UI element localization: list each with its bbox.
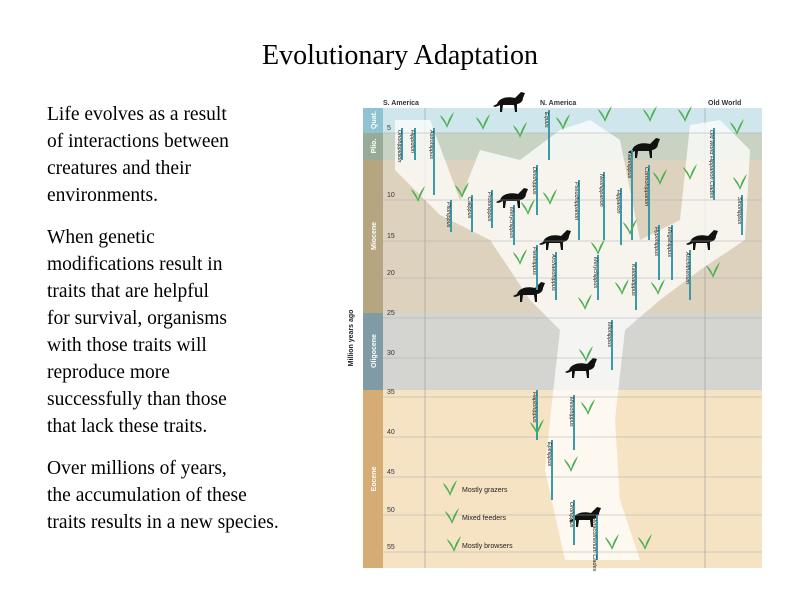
- text-line: creatures and their: [47, 158, 192, 179]
- genus-label: Calippus: [466, 197, 472, 219]
- axis-label: Million years ago: [348, 310, 355, 367]
- text-line: reproduce more: [47, 362, 170, 383]
- tick-label: 30: [387, 350, 395, 357]
- paragraph: Life evolves as a result of interactions …: [47, 101, 279, 209]
- genus-label: Archaeohippus: [550, 253, 556, 291]
- legend-label: Mixed feeders: [462, 515, 506, 522]
- text-line: the accumulation of these: [47, 485, 247, 506]
- genus-label: Sinohippus: [736, 197, 742, 224]
- tick-label: 5: [387, 125, 391, 132]
- genus-label: Protohippus: [486, 192, 492, 222]
- genus-label: Mesohippus: [568, 397, 574, 427]
- legend-label: Mostly browsers: [462, 543, 513, 550]
- epoch-label: Eocene: [371, 466, 378, 491]
- genus-label: Onohippidion: [396, 130, 402, 162]
- tick-label: 55: [387, 544, 395, 551]
- text-line: Life evolves as a result: [47, 104, 227, 125]
- region-label: S. America: [383, 100, 419, 107]
- genus-label: Kalobatippus: [630, 264, 636, 296]
- genus-label: Astrohippus: [428, 129, 434, 159]
- strip: [363, 390, 383, 568]
- genus-label: Hipparion: [615, 190, 621, 214]
- genus-label: Anchitherium: [684, 251, 690, 285]
- genus-label: Neohipparion: [598, 174, 604, 207]
- text-line: Over millions of years,: [47, 458, 227, 479]
- genus-label: Orohippus: [568, 502, 574, 528]
- genus-label: Pliohippus: [445, 202, 451, 228]
- text-line: of interactions between: [47, 131, 229, 152]
- genus-label: Hypohippus: [653, 227, 659, 256]
- genus-label: Hippidion: [409, 130, 415, 153]
- text-line: that lack these traits.: [47, 416, 208, 437]
- text-line: When genetic: [47, 227, 155, 248]
- phylogeny-shape: [395, 120, 750, 560]
- genus-label: Old World Hipparion Clades: [708, 130, 714, 198]
- genus-label: Equus: [543, 112, 549, 128]
- slide-title: Evolutionary Adaptation: [261, 40, 539, 71]
- genus-label: Parahippus: [531, 247, 537, 275]
- genus-label: Epihippus: [546, 442, 552, 466]
- text-line: traits results in a new species.: [47, 512, 279, 533]
- epoch-label: Miocene: [371, 222, 378, 250]
- tick-label: 10: [387, 192, 395, 199]
- tick-label: 25: [387, 310, 395, 317]
- strip: [363, 160, 383, 313]
- tick-label: 40: [387, 429, 395, 436]
- genus-label: Cormohipparion: [643, 167, 649, 206]
- text-line: traits that are helpful: [47, 281, 209, 302]
- epoch-label: Oligocene: [371, 334, 378, 368]
- region-label: Old World: [708, 100, 741, 107]
- body-text: Life evolves as a result of interactions …: [47, 101, 279, 551]
- tick-label: 50: [387, 507, 395, 514]
- epoch-label: Quat.: [371, 111, 378, 129]
- text-line: successfully than those: [47, 389, 227, 410]
- genus-label: Miohippus: [606, 322, 612, 347]
- text-line: modifications result in: [47, 254, 223, 275]
- legend-label: Mostly grazers: [462, 487, 508, 494]
- tick-label: 15: [387, 233, 395, 240]
- tick-label: 20: [387, 270, 395, 277]
- epoch-label: Plio.: [371, 139, 378, 154]
- genus-label: Merychippus: [592, 257, 598, 288]
- text-line: environments.: [47, 185, 159, 206]
- tick-label: 35: [387, 389, 395, 396]
- genus-label: Nannippus: [626, 152, 632, 179]
- genus-label: Hyracotherium Clades: [591, 517, 597, 572]
- genus-label: Pseudhipparion: [573, 182, 579, 220]
- region-label: N. America: [540, 100, 576, 107]
- text-line: with those traits will: [47, 335, 207, 356]
- genus-label: Haplohippus: [531, 392, 537, 423]
- paragraph: When genetic modifications result in trait…: [47, 224, 279, 440]
- genus-label: Merychippus: [508, 207, 514, 238]
- paragraph: Over millions of years, the accumulation …: [47, 455, 279, 536]
- text-line: for survival, organisms: [47, 308, 227, 329]
- strip: [363, 133, 383, 160]
- genus-label: Dinohippus: [531, 167, 537, 195]
- genus-label: Megahippus: [666, 227, 672, 257]
- tick-label: 45: [387, 469, 395, 476]
- strip: [363, 313, 383, 390]
- strip: [363, 108, 383, 133]
